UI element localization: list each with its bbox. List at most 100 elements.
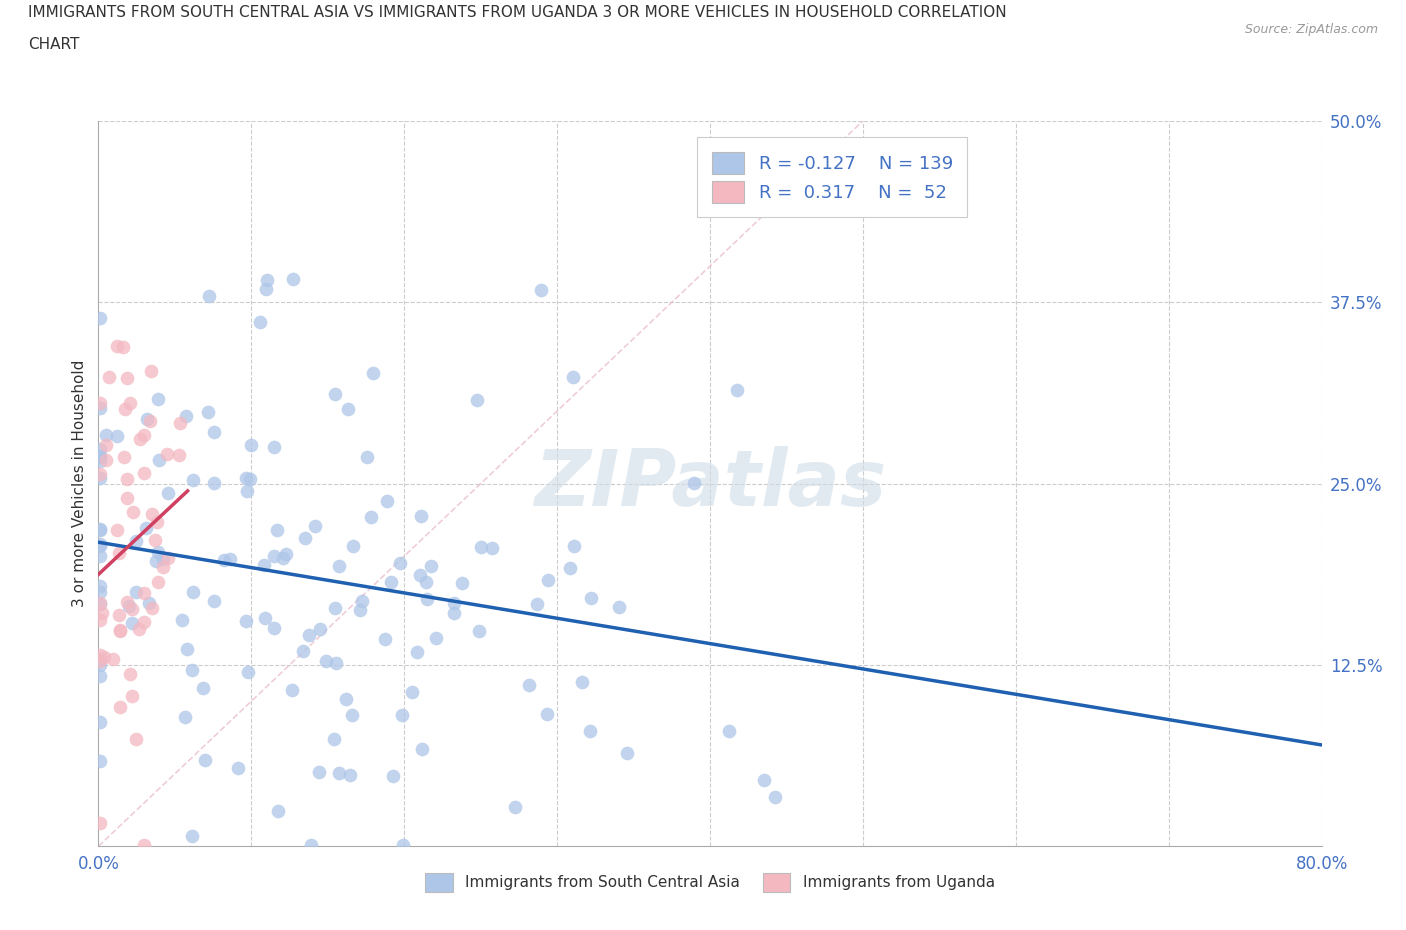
Point [108,546,131,561]
Point [581,591,603,605]
Point [425,631,447,645]
Point [391,708,413,723]
Point [218,551,240,566]
Point [89,613,111,628]
Point [291,644,314,658]
Point [174,408,197,423]
Point [754,772,776,787]
Point [145,515,167,530]
Point [236,484,259,498]
Point [89,652,111,667]
Point [129,432,152,446]
Point [170,613,193,628]
Point [683,475,706,490]
Point [374,631,396,646]
Point [89,816,111,830]
Point [202,593,225,608]
Point [89,669,111,684]
Point [115,371,138,386]
Point [90,605,112,620]
Point [105,339,128,353]
Point [181,663,204,678]
Point [115,490,138,505]
Point [167,448,190,463]
Point [212,552,235,567]
Point [148,545,170,560]
Point [89,658,111,672]
Point [89,647,111,662]
Point [89,715,111,730]
Point [156,446,179,461]
Point [121,616,143,631]
Point [717,724,740,738]
Point [134,428,156,443]
Point [415,575,437,590]
Point [560,561,582,576]
Point [249,314,271,329]
Point [323,601,346,616]
Point [121,689,143,704]
Text: ZIPatlas: ZIPatlas [534,445,886,522]
Point [138,595,160,610]
Point [325,656,347,671]
Point [308,621,330,636]
Point [352,593,374,608]
Point [228,760,250,775]
Point [263,620,285,635]
Point [336,401,359,416]
Point [298,628,321,643]
Point [235,471,257,485]
Point [308,764,330,779]
Point [141,364,163,379]
Point [408,567,430,582]
Point [193,681,215,696]
Point [132,615,155,630]
Point [122,504,145,519]
Point [136,412,159,427]
Point [530,283,553,298]
Point [112,339,135,354]
Point [274,547,297,562]
Point [526,596,548,611]
Point [89,537,111,551]
Point [145,553,167,568]
Point [239,438,262,453]
Point [125,584,148,599]
Point [89,311,111,325]
Point [271,551,294,565]
Point [89,585,111,600]
Point [235,614,257,629]
Point [411,742,433,757]
Point [101,651,124,666]
Point [156,486,179,501]
Point [146,392,169,406]
Point [328,559,350,574]
Point [89,521,111,536]
Point [152,552,174,567]
Point [536,707,558,722]
Text: CHART: CHART [28,37,80,52]
Point [263,439,285,454]
Point [96,438,118,453]
Point [152,560,174,575]
Point [128,621,150,636]
Point [561,369,583,384]
Point [156,551,179,565]
Point [89,597,111,612]
Point [361,365,384,380]
Point [392,837,415,852]
Point [197,289,219,304]
Point [389,555,412,570]
Point [409,509,432,524]
Point [115,595,138,610]
Point [315,653,337,668]
Point [380,575,402,590]
Point [503,800,526,815]
Point [89,539,111,554]
Point [181,473,204,488]
Point [467,624,489,639]
Point [304,519,326,534]
Point [194,752,217,767]
Point [105,429,128,444]
Point [89,454,111,469]
